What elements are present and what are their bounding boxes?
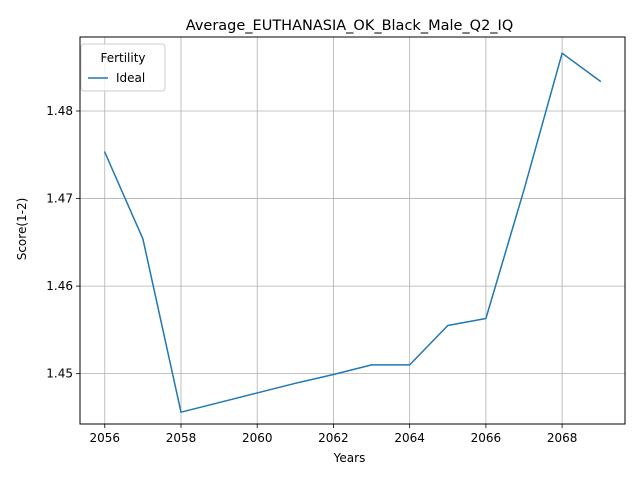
- x-tick-label: 2062: [318, 431, 349, 445]
- x-tick-label: 2056: [89, 431, 120, 445]
- chart-title: Average_EUTHANASIA_OK_Black_Male_Q2_IQ: [186, 18, 514, 34]
- y-tick-label: 1.46: [46, 279, 73, 293]
- y-tick-label: 1.48: [46, 104, 73, 118]
- x-tick-label: 2064: [394, 431, 425, 445]
- x-tick-label: 2060: [242, 431, 273, 445]
- x-tick-label: 2066: [471, 431, 502, 445]
- legend-title: Fertility: [100, 51, 145, 65]
- legend: Fertility Ideal: [81, 44, 165, 91]
- y-axis-label: Score(1-2): [15, 198, 29, 261]
- x-tick-label: 2058: [166, 431, 197, 445]
- x-tick-label: 2068: [547, 431, 578, 445]
- x-axis-label: Years: [333, 451, 366, 465]
- y-tick-label: 1.45: [46, 367, 73, 381]
- legend-label-ideal: Ideal: [116, 71, 145, 85]
- y-tick-label: 1.47: [46, 192, 73, 206]
